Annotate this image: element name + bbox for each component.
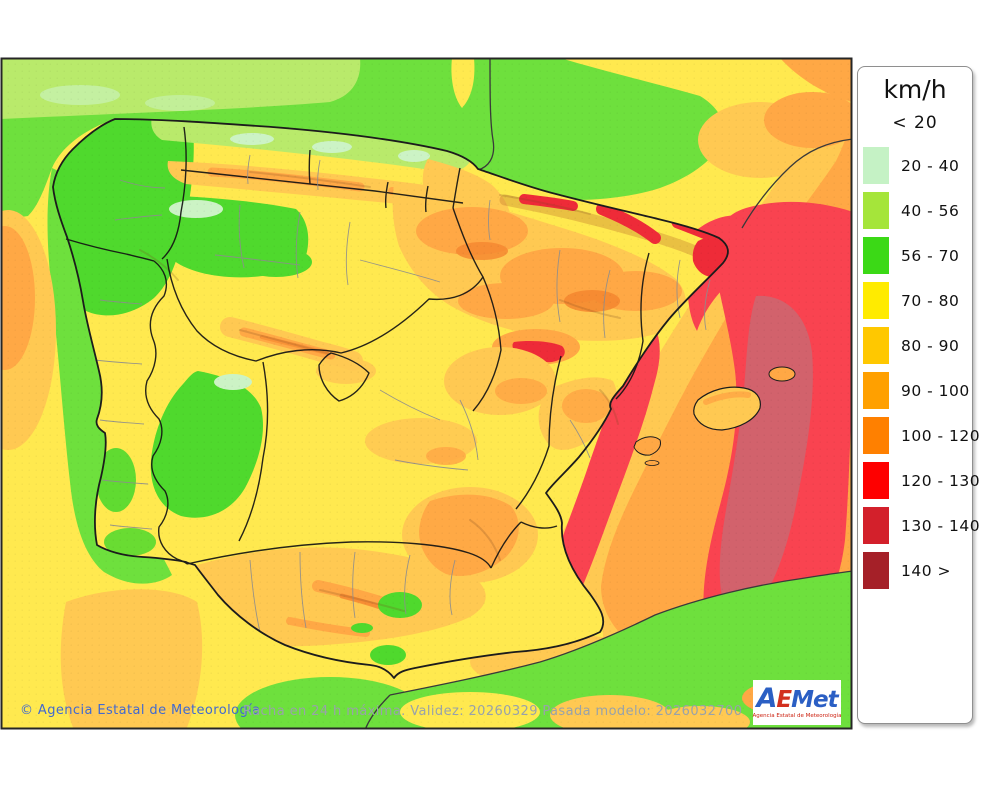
legend-swatch (863, 372, 889, 409)
legend-row: 56 - 70 (858, 233, 972, 278)
legend-swatch (863, 327, 889, 364)
legend-rows: 20 - 40 40 - 56 56 - 70 70 - 80 80 - 90 90 - … (858, 143, 980, 593)
legend-row: 20 - 40 (858, 143, 972, 188)
legend-swatch (863, 237, 889, 274)
logo-letter: M (791, 686, 814, 713)
legend-row: 80 - 90 (858, 323, 972, 368)
legend-row: 70 - 80 (858, 278, 972, 323)
logo-subtitle: Agencia Estatal de Meteorología (752, 712, 842, 719)
raster-texture (1, 58, 852, 729)
legend-swatch (863, 417, 889, 454)
legend-swatch (863, 552, 889, 589)
legend-row-label: 140 > (901, 561, 951, 580)
legend-row-label: 90 - 100 (901, 381, 970, 400)
legend-row-label: 120 - 130 (901, 471, 981, 490)
logo-wordmark: AEMet (756, 685, 839, 713)
legend-swatch (863, 507, 889, 544)
legend-row-label: 80 - 90 (901, 336, 960, 355)
logo-letter: A (756, 682, 777, 714)
legend-first-row-label: < 20 (892, 113, 938, 133)
legend-row: 130 - 140 (858, 503, 980, 548)
legend-swatch (863, 282, 889, 319)
legend-row: 140 > (858, 548, 972, 593)
map-frame (0, 57, 853, 730)
legend-row: 120 - 130 (858, 458, 980, 503)
legend-panel: km/h < 20 20 - 40 40 - 56 56 - 70 70 - 80 80… (857, 66, 980, 724)
legend-row-label: 20 - 40 (901, 156, 960, 175)
legend-title: km/h (883, 75, 947, 104)
legend-swatch (863, 462, 889, 499)
legend-row: 90 - 100 (858, 368, 972, 413)
legend-row-label: 100 - 120 (901, 426, 981, 445)
copyright-text: © Agencia Estatal de Meteorología (20, 703, 261, 718)
legend-swatch (863, 147, 889, 184)
legend-swatch (863, 192, 889, 229)
logo-letter: E (776, 686, 792, 713)
legend-row-label: 40 - 56 (901, 201, 960, 220)
logo-letter: t (827, 686, 839, 713)
legend-row: 40 - 56 (858, 188, 972, 233)
logo-letter: e (812, 686, 829, 713)
legend-row-label: 56 - 70 (901, 246, 960, 265)
model-info-text: Racha en 24 h máxima. Validez: 20260329 … (243, 704, 743, 719)
legend-row-label: 70 - 80 (901, 291, 960, 310)
legend-row-label: 130 - 140 (901, 516, 981, 535)
aemet-logo: AEMet Agencia Estatal de Meteorología (753, 680, 841, 725)
legend-row: 100 - 120 (858, 413, 980, 458)
